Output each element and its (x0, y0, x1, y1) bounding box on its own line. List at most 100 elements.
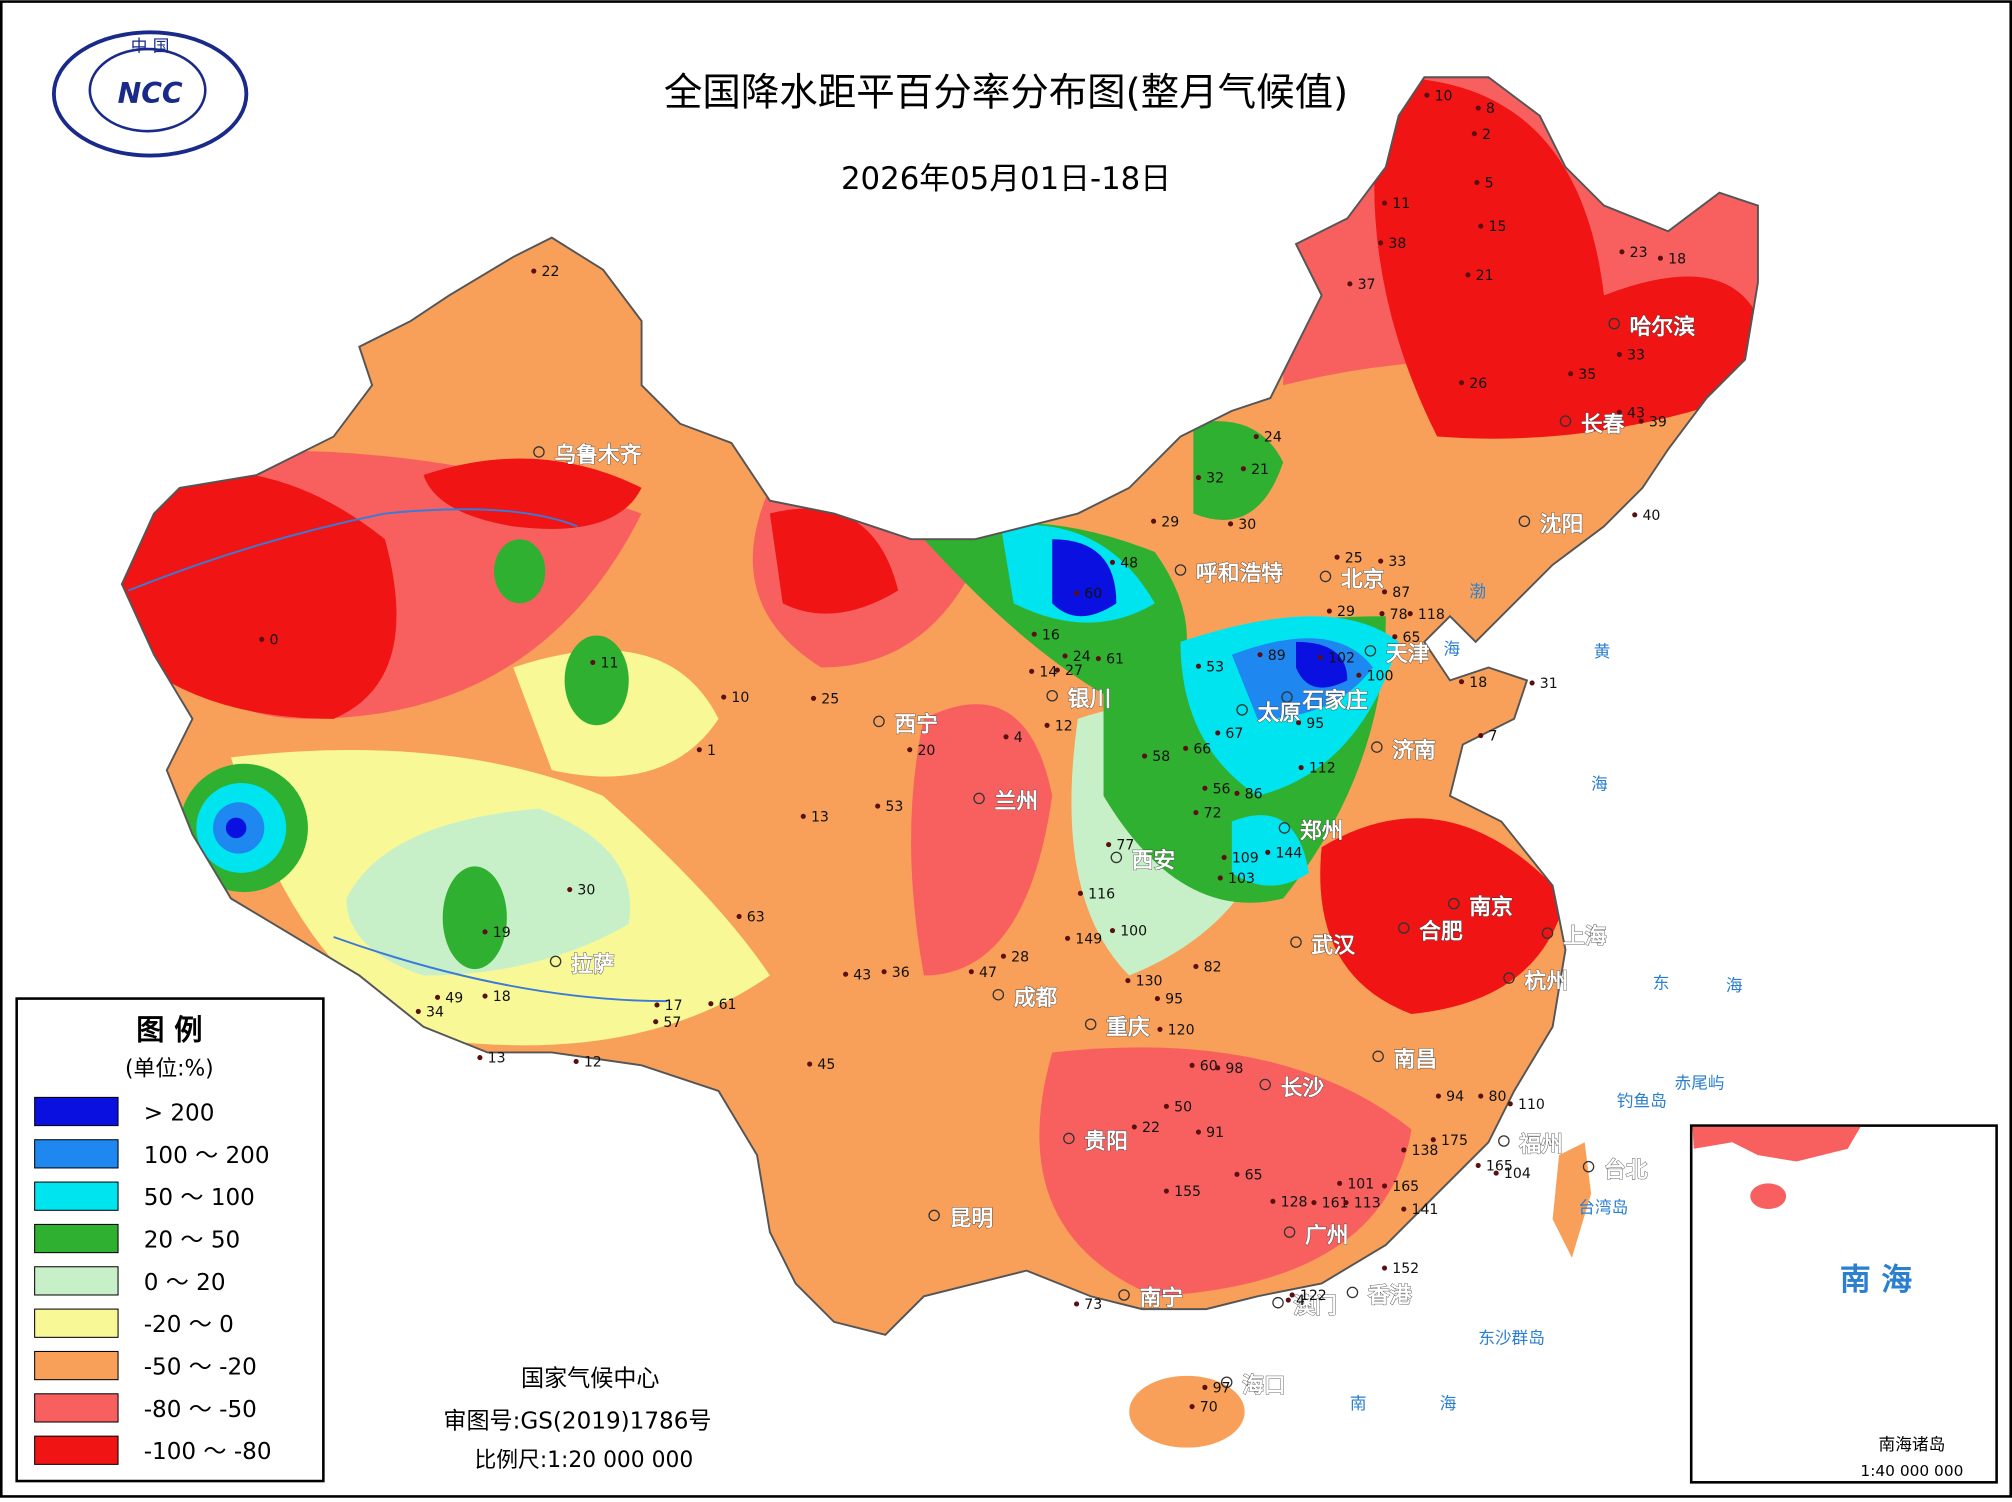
station-value: 13 (488, 1051, 506, 1067)
legend-label: -20 ～ 0 (144, 1312, 234, 1338)
station-value: 141 (1411, 1202, 1438, 1218)
station-dot (1465, 272, 1471, 278)
station-value: 77 (1116, 838, 1134, 854)
station-dot (1265, 849, 1271, 855)
station-dot (1381, 1183, 1388, 1189)
station-dot (1150, 518, 1157, 524)
legend-swatch (34, 1139, 119, 1169)
city-label: 南宁 (1139, 1285, 1183, 1311)
station-dot (1202, 785, 1208, 791)
river (127, 508, 668, 1003)
legend-label: 100 ～ 200 (144, 1143, 270, 1169)
city-label: 重庆 (1106, 1015, 1150, 1041)
legend-swatch (34, 1393, 119, 1423)
logo-text: 中 国 (131, 37, 170, 56)
station-dot (415, 1008, 421, 1014)
station-value: 12 (584, 1055, 602, 1071)
legend-label: -100 ～ -80 (144, 1439, 272, 1465)
station-value: 80 (1488, 1089, 1506, 1105)
station-value: 34 (426, 1005, 444, 1021)
station-value: 91 (1206, 1125, 1224, 1141)
station-dot (1381, 1265, 1388, 1271)
station-dot (1311, 1200, 1317, 1206)
city-label: 北京 (1341, 567, 1385, 593)
city-marker (1448, 897, 1460, 910)
station-value: 25 (821, 691, 839, 707)
station-dot (1337, 1180, 1343, 1186)
sea-label: 渤 (1469, 582, 1486, 601)
station-dot (1106, 842, 1112, 848)
station-dot (567, 886, 573, 893)
station-dot (1289, 1292, 1295, 1298)
station-value: 32 (1206, 471, 1224, 487)
logo: 中 国 NCC (51, 30, 249, 158)
station-value: 40 (1642, 508, 1660, 524)
station-value: 4 (1296, 1293, 1305, 1309)
station-dot (1062, 653, 1068, 659)
station-dot (1109, 559, 1116, 565)
station-dot (696, 747, 702, 753)
station-dot (1003, 734, 1009, 740)
station-dot (1430, 1137, 1436, 1143)
station-dot (1253, 433, 1259, 440)
city-marker (1259, 1078, 1271, 1091)
station-dot (843, 971, 849, 977)
station-value: 165 (1486, 1159, 1513, 1175)
station-value: 49 (445, 990, 463, 1006)
sea-label: 海 (1440, 1394, 1457, 1413)
station-dot (736, 913, 742, 920)
city-label: 银川 (1068, 687, 1112, 712)
station-value: 36 (892, 965, 910, 981)
station-dot (1240, 466, 1246, 472)
station-value: 19 (493, 925, 511, 941)
city-label: 呼和浩特 (1196, 560, 1283, 586)
station-value: 66 (1193, 741, 1211, 757)
station-dot (1193, 963, 1199, 970)
city-marker (1372, 1050, 1384, 1063)
city-marker (1236, 704, 1248, 716)
station-value: 118 (1418, 607, 1445, 623)
station-value: 7 (1488, 729, 1497, 745)
city-label: 海口 (1242, 1373, 1286, 1399)
station-value: 16 (1042, 627, 1060, 643)
station-dot (1163, 1103, 1169, 1109)
station-value: 110 (1518, 1097, 1545, 1113)
city-label: 福州 (1518, 1132, 1563, 1157)
city-label: 西宁 (894, 712, 938, 738)
city-marker (1559, 415, 1572, 427)
station-dot (1378, 240, 1384, 246)
station-value: 25 (1345, 550, 1363, 566)
station-value: 8 (1486, 101, 1495, 117)
station-dot (1401, 1147, 1407, 1153)
station-value: 33 (1388, 554, 1406, 570)
station-dot (1657, 255, 1663, 261)
station-dot (1217, 875, 1223, 881)
station-dot (1154, 996, 1160, 1002)
city-label: 天津 (1386, 641, 1430, 667)
station-value: 10 (731, 690, 749, 706)
station-dot (654, 1002, 660, 1008)
city-marker (1220, 1376, 1233, 1389)
station-dot (1638, 418, 1644, 424)
station-dot (968, 969, 974, 975)
city-label: 济南 (1392, 737, 1436, 763)
station-dot (1471, 131, 1477, 137)
station-dot (1125, 978, 1131, 984)
city-marker (1046, 689, 1058, 702)
station-dot (1616, 351, 1622, 357)
station-dot (482, 929, 488, 935)
city-marker (533, 446, 545, 458)
station-dot (590, 659, 596, 665)
city-label: 合肥 (1419, 918, 1463, 944)
station-value: 144 (1275, 845, 1302, 861)
station-value: 102 (1328, 650, 1355, 666)
legend-label: > 200 (144, 1100, 215, 1126)
station-dot (1356, 672, 1362, 678)
station-value: 100 (1367, 668, 1394, 684)
station-value: 78 (1390, 607, 1408, 623)
station-value: 30 (1238, 517, 1256, 533)
station-dot (800, 813, 806, 819)
station-value: 31 (1540, 676, 1558, 692)
station-value: 20 (917, 743, 935, 759)
